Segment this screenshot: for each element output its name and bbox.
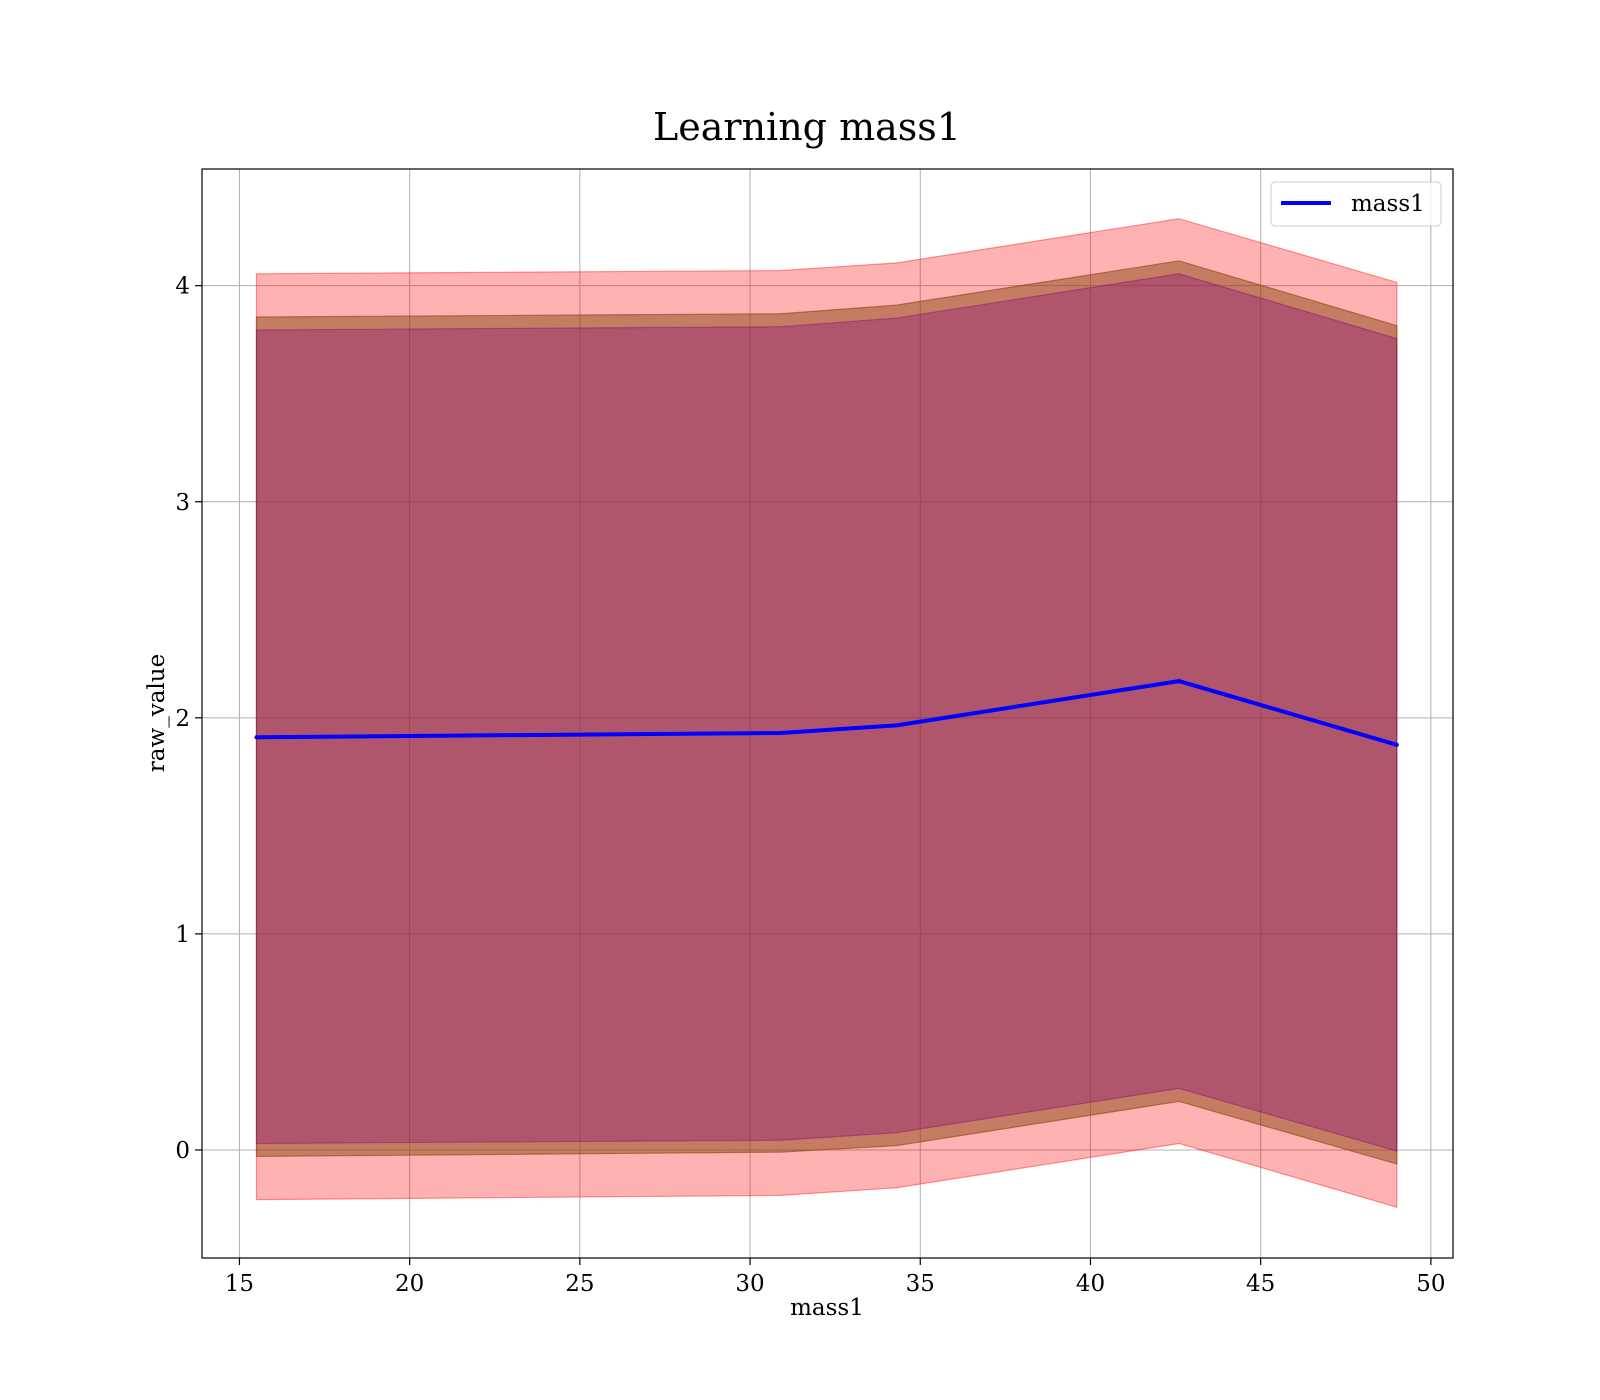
x-tick-label: 50 (1416, 1271, 1445, 1297)
confidence-band-2 (255, 260, 1398, 1165)
series-point-mass1 (894, 723, 899, 728)
legend-label-mass1: mass1 (1351, 191, 1425, 217)
chart-title: Learning mass1 (653, 105, 961, 149)
x-tick-label: 30 (735, 1271, 764, 1297)
y-tick-label: 2 (175, 706, 190, 732)
legend: mass1 (1270, 181, 1442, 227)
legend-box (1270, 181, 1442, 227)
confidence-band-3 (255, 273, 1398, 1152)
y-tick-label: 3 (175, 490, 190, 516)
x-tick-label: 45 (1246, 1271, 1275, 1297)
series-point-mass1 (254, 735, 259, 740)
series-point-mass1 (1394, 742, 1399, 747)
plot-frame (201, 168, 1454, 1259)
series-point-mass1 (1176, 679, 1181, 684)
y-tick-label: 1 (175, 922, 190, 948)
x-axis-label: mass1 (790, 1295, 864, 1321)
tick-layer: 15 20 25 30 35 40 45 50 0 1 2 3 4 (175, 274, 1445, 1297)
series-point-mass1 (778, 730, 783, 735)
band-layer (255, 218, 1398, 1209)
x-tick-label: 35 (906, 1271, 935, 1297)
x-tick-label: 15 (225, 1271, 254, 1297)
x-tick-label: 40 (1076, 1271, 1105, 1297)
line-layer (254, 679, 1399, 747)
y-tick-label: 0 (175, 1138, 190, 1164)
x-tick-label: 25 (565, 1271, 594, 1297)
y-axis-label: raw_value (144, 654, 170, 772)
x-tick-label: 20 (395, 1271, 424, 1297)
y-tick-label: 4 (175, 274, 190, 300)
